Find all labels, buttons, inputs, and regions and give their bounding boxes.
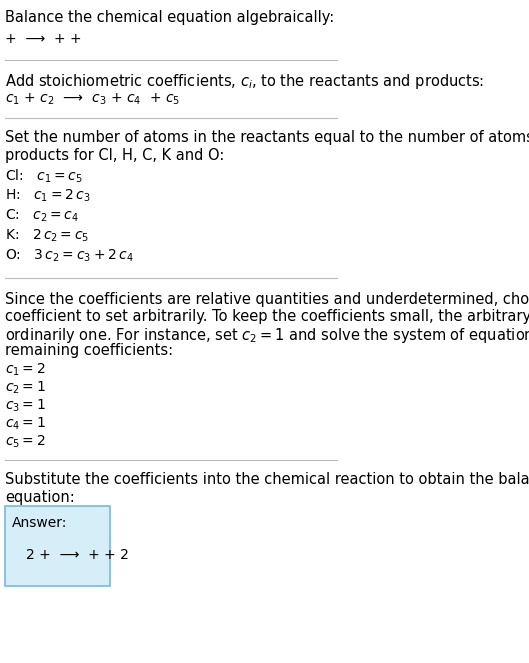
Text: O:   $3\,c_2 = c_3 + 2\,c_4$: O: $3\,c_2 = c_3 + 2\,c_4$ [5,248,134,265]
Text: $c_3 = 1$: $c_3 = 1$ [5,398,46,414]
Text: Cl:   $c_1 = c_5$: Cl: $c_1 = c_5$ [5,168,83,186]
Text: $c_2 = 1$: $c_2 = 1$ [5,380,46,396]
Text: Since the coefficients are relative quantities and underdetermined, choose a: Since the coefficients are relative quan… [5,292,529,307]
Text: remaining coefficients:: remaining coefficients: [5,343,174,358]
Text: Balance the chemical equation algebraically:: Balance the chemical equation algebraica… [5,10,334,25]
Text: equation:: equation: [5,490,75,505]
Text: $c_4 = 1$: $c_4 = 1$ [5,416,46,432]
Text: products for Cl, H, C, K and O:: products for Cl, H, C, K and O: [5,148,224,163]
FancyBboxPatch shape [5,506,110,586]
Text: 2 +  ⟶  + + 2: 2 + ⟶ + + 2 [26,548,129,562]
Text: Set the number of atoms in the reactants equal to the number of atoms in the: Set the number of atoms in the reactants… [5,130,529,145]
Text: Answer:: Answer: [12,516,67,530]
Text: C:   $c_2 = c_4$: C: $c_2 = c_4$ [5,208,79,224]
Text: +  ⟶  + +: + ⟶ + + [5,32,82,46]
Text: $c_5 = 2$: $c_5 = 2$ [5,434,46,450]
Text: coefficient to set arbitrarily. To keep the coefficients small, the arbitrary va: coefficient to set arbitrarily. To keep … [5,309,529,324]
Text: Add stoichiometric coefficients, $c_i$, to the reactants and products:: Add stoichiometric coefficients, $c_i$, … [5,72,485,91]
Text: ordinarily one. For instance, set $c_2 = 1$ and solve the system of equations fo: ordinarily one. For instance, set $c_2 =… [5,326,529,345]
Text: $c_1 = 2$: $c_1 = 2$ [5,362,46,379]
Text: K:   $2\,c_2 = c_5$: K: $2\,c_2 = c_5$ [5,228,89,245]
Text: H:   $c_1 = 2\,c_3$: H: $c_1 = 2\,c_3$ [5,188,91,204]
Text: $c_1$ + $c_2$  ⟶  $c_3$ + $c_4$  + $c_5$: $c_1$ + $c_2$ ⟶ $c_3$ + $c_4$ + $c_5$ [5,92,180,107]
Text: Substitute the coefficients into the chemical reaction to obtain the balanced: Substitute the coefficients into the che… [5,472,529,487]
